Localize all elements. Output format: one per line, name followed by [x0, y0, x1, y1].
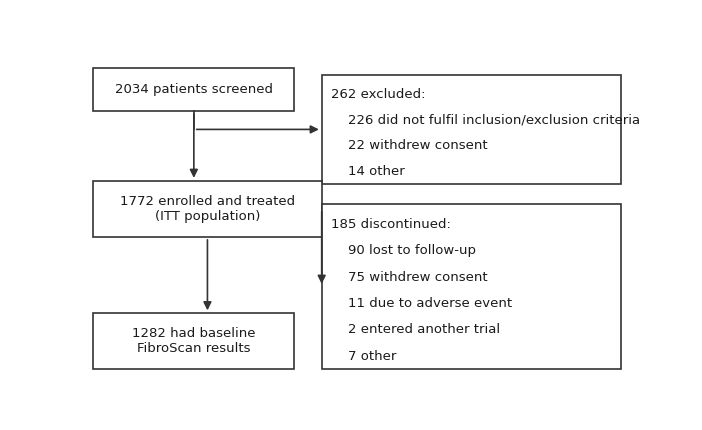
Text: 226 did not fulfil inclusion/exclusion criteria: 226 did not fulfil inclusion/exclusion c… — [331, 114, 641, 127]
Bar — [93, 68, 295, 111]
Bar — [93, 181, 322, 237]
Text: 75 withdrew consent: 75 withdrew consent — [331, 270, 488, 284]
Text: 2 entered another trial: 2 entered another trial — [331, 323, 501, 336]
Text: 7 other: 7 other — [331, 350, 397, 363]
Text: 14 other: 14 other — [331, 165, 405, 178]
Bar — [93, 313, 295, 369]
Text: 262 excluded:: 262 excluded: — [331, 88, 426, 101]
Bar — [322, 75, 621, 184]
Text: 22 withdrew consent: 22 withdrew consent — [331, 139, 488, 152]
Text: 2034 patients screened: 2034 patients screened — [115, 83, 273, 96]
Text: 1282 had baseline
FibroScan results: 1282 had baseline FibroScan results — [132, 327, 256, 355]
Text: 1772 enrolled and treated
(ITT population): 1772 enrolled and treated (ITT populatio… — [120, 195, 295, 223]
Text: 185 discontinued:: 185 discontinued: — [331, 218, 451, 231]
Bar — [322, 204, 621, 369]
Text: 11 due to adverse event: 11 due to adverse event — [331, 297, 512, 310]
Text: 90 lost to follow-up: 90 lost to follow-up — [331, 244, 477, 257]
